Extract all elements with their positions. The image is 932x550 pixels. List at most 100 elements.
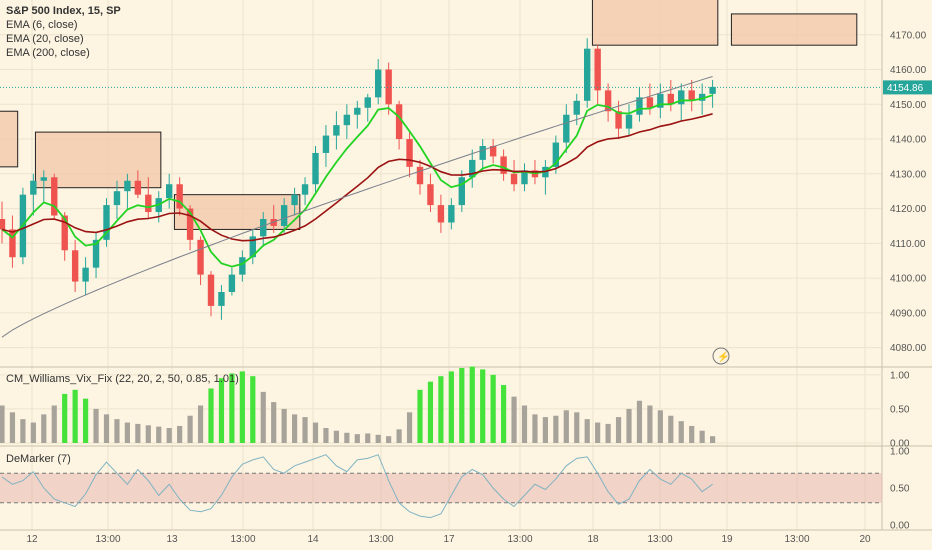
candle-body xyxy=(698,93,706,101)
demarker-band xyxy=(0,473,882,503)
vix-bar xyxy=(636,400,643,443)
vix-bar xyxy=(448,371,454,443)
price-tick-label: 4170.00 xyxy=(890,30,927,41)
candle-body xyxy=(124,180,131,192)
vix-bar xyxy=(605,423,611,443)
x-tick-label: 13:00 xyxy=(95,534,120,545)
vix-bar xyxy=(678,421,684,443)
vix-bar xyxy=(615,417,622,443)
resistance-zone xyxy=(34,131,162,189)
demarker-tick-label: 0.50 xyxy=(890,484,910,495)
demarker-tick-label: 1.00 xyxy=(890,447,910,458)
vix-bar xyxy=(469,366,475,443)
demarker-legend[interactable]: DeMarker (7) xyxy=(6,452,71,466)
candle-body xyxy=(40,177,47,181)
candle-body xyxy=(594,48,601,91)
candle-body xyxy=(437,205,445,223)
x-tick-label: 17 xyxy=(443,534,455,545)
price-tick-label: 4120.00 xyxy=(890,204,927,215)
lightning-glyph: ⚡ xyxy=(717,350,729,363)
last-price-badge xyxy=(883,80,932,95)
candle-body xyxy=(458,177,465,206)
candle-body xyxy=(343,114,351,126)
vix-bar xyxy=(208,388,214,443)
candle-body xyxy=(291,194,298,206)
ema200-line xyxy=(1,76,713,338)
x-tick-label: 18 xyxy=(587,534,599,545)
vix-bar xyxy=(260,391,266,443)
candle-body xyxy=(145,194,152,213)
lightning-icon xyxy=(712,347,730,365)
resistance-zone xyxy=(730,13,858,46)
candle-body xyxy=(510,173,518,185)
vix-bar xyxy=(114,419,120,443)
vix-bar xyxy=(229,373,235,443)
legend-ema20[interactable]: EMA (20, close) xyxy=(6,33,84,45)
vix-bar xyxy=(344,432,350,443)
vix-bar xyxy=(490,374,496,443)
vix-bar xyxy=(72,389,78,443)
vix-bar xyxy=(333,430,339,443)
candle-body xyxy=(134,180,142,195)
last-price-label: 4154.86 xyxy=(887,83,924,94)
candle-body xyxy=(301,184,309,195)
x-tick-label: 13 xyxy=(166,534,178,545)
candle-body xyxy=(563,114,570,143)
vix-bar xyxy=(156,426,162,443)
candle-body xyxy=(197,239,204,275)
candle-body xyxy=(71,250,79,282)
candle-body xyxy=(667,93,674,105)
candle-body xyxy=(218,292,225,306)
vix-bar xyxy=(166,428,172,443)
vix-bar xyxy=(312,422,319,443)
vix-bar xyxy=(250,376,256,443)
vix-bar xyxy=(354,434,360,443)
candle-body xyxy=(228,274,236,292)
vix-bar xyxy=(51,405,57,443)
vix-bar xyxy=(124,422,130,443)
vix-fix-legend[interactable]: CM_Williams_Vix_Fix (22, 20, 2, 50, 0.85… xyxy=(6,372,239,386)
candle-body xyxy=(280,205,288,226)
vix-bar xyxy=(62,393,68,443)
candle-body xyxy=(82,267,89,282)
price-tick-label: 4110.00 xyxy=(890,239,926,250)
candle-body xyxy=(479,146,486,160)
price-tick-label: 4130.00 xyxy=(890,169,927,180)
vix-bar xyxy=(302,417,308,443)
resistance-zone xyxy=(591,0,719,46)
candle-body xyxy=(406,139,413,167)
vix-tick-label: 0.00 xyxy=(890,439,910,450)
vix-tick-label: 0.50 xyxy=(890,404,910,415)
candle-body xyxy=(521,170,528,185)
candle-body xyxy=(500,156,507,174)
candle-body xyxy=(9,229,16,258)
price-tick-label: 4080.00 xyxy=(890,343,927,354)
candle-body xyxy=(615,111,622,129)
x-tick-label: 13:00 xyxy=(647,534,672,545)
candle-body xyxy=(92,239,100,268)
candle-body xyxy=(469,159,476,178)
x-tick-label: 14 xyxy=(307,534,319,545)
candle-body xyxy=(312,152,319,185)
legend-ema200[interactable]: EMA (200, close) xyxy=(6,47,90,59)
vix-bar xyxy=(657,410,663,443)
candle-body xyxy=(260,219,267,237)
candle-body xyxy=(61,215,68,251)
vix-bar xyxy=(30,422,36,443)
candle-body xyxy=(333,125,340,136)
vix-bar xyxy=(668,415,674,443)
vix-bar xyxy=(427,381,434,443)
candle-body xyxy=(166,184,173,199)
vix-bar xyxy=(563,410,569,443)
ema6-line xyxy=(1,94,713,268)
candle-body xyxy=(416,166,424,185)
vix-bar xyxy=(553,415,559,443)
vix-bar xyxy=(41,414,47,443)
legend-ema6[interactable]: EMA (6, close) xyxy=(6,19,78,31)
vix-bar xyxy=(135,423,141,443)
vix-bar xyxy=(521,405,528,443)
x-tick-label: 13:00 xyxy=(784,534,809,545)
vix-bar xyxy=(239,371,245,443)
